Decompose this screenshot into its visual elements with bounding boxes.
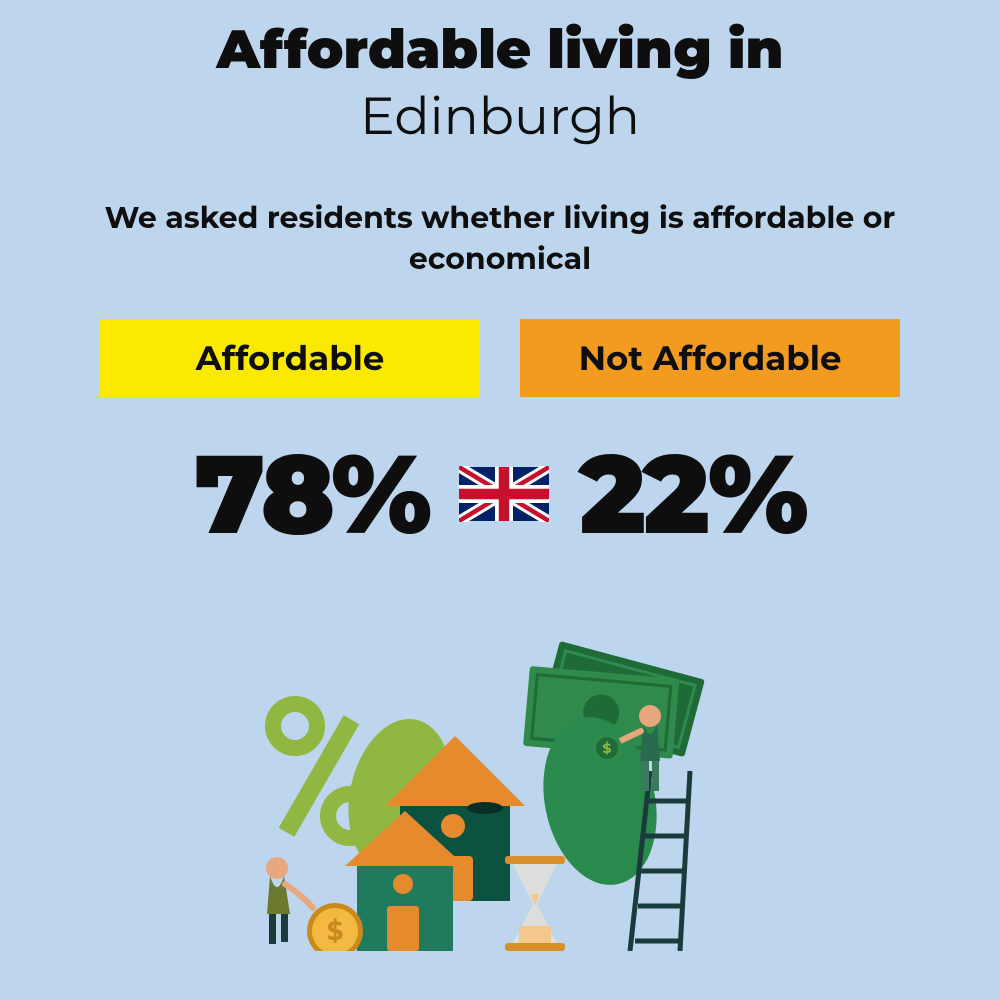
svg-text:$: $ bbox=[603, 739, 612, 757]
title-line2: Edinburgh bbox=[60, 85, 940, 148]
housing-money-illustration: $ $ bbox=[220, 631, 780, 951]
stats-row: 78% 22% bbox=[60, 427, 940, 561]
not-affordable-label-box: Not Affordable bbox=[520, 319, 900, 397]
labels-row: Affordable Not Affordable bbox=[60, 319, 940, 397]
title-line1: Affordable living in bbox=[60, 20, 940, 79]
infographic-container: Affordable living in Edinburgh We asked … bbox=[0, 0, 1000, 956]
not-affordable-value: 22% bbox=[579, 427, 806, 561]
subtitle: We asked residents whether living is aff… bbox=[60, 198, 940, 279]
uk-flag-icon bbox=[459, 466, 549, 522]
affordable-label-box: Affordable bbox=[100, 319, 480, 397]
affordable-value: 78% bbox=[194, 427, 429, 561]
svg-text:$: $ bbox=[327, 915, 344, 947]
